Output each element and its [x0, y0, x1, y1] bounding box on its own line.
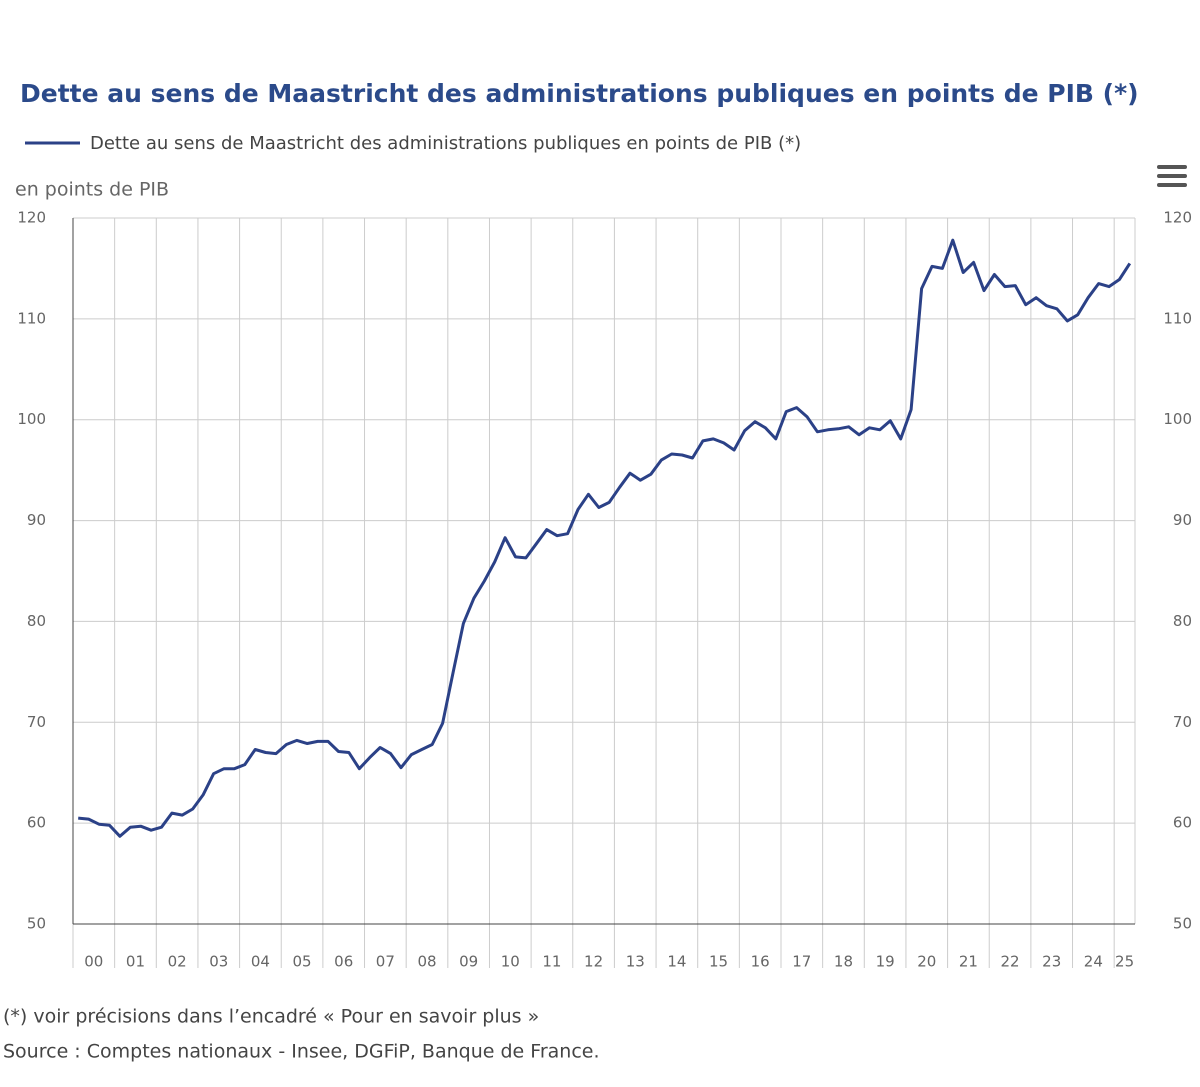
x-tick-label: 20: [917, 953, 936, 971]
x-tick-label: 06: [334, 953, 353, 971]
legend-label: Dette au sens de Maastricht des administ…: [90, 133, 801, 154]
x-tick-label: 09: [459, 953, 478, 971]
x-tick-label: 02: [168, 953, 187, 971]
source: Source : Comptes nationaux - Insee, DGFi…: [3, 1041, 600, 1063]
y-tick-label: 120: [17, 209, 46, 227]
y-tick-label: 80: [27, 612, 46, 630]
y-tick-label-right: 70: [1173, 713, 1192, 731]
x-tick-label: 19: [876, 953, 895, 971]
x-tick-label: 16: [751, 953, 770, 971]
y-tick-label-right: 100: [1163, 410, 1192, 428]
x-tick-label: 25: [1115, 953, 1134, 971]
y-tick-label: 60: [27, 814, 46, 832]
x-tick-label: 03: [209, 953, 228, 971]
footnote: (*) voir précisions dans l’encadré « Pou…: [3, 1006, 539, 1028]
x-tick-label: 18: [834, 953, 853, 971]
y-tick-label: 90: [27, 511, 46, 529]
y-tick-label-right: 50: [1173, 915, 1192, 933]
y-tick-label-right: 120: [1163, 209, 1192, 227]
x-tick-label: 08: [417, 953, 436, 971]
y-tick-label-right: 60: [1173, 814, 1192, 832]
x-tick-label: 24: [1084, 953, 1103, 971]
x-tick-label: 13: [626, 953, 645, 971]
y-tick-label: 100: [17, 410, 46, 428]
x-tick-label: 01: [126, 953, 145, 971]
y-tick-label: 50: [27, 915, 46, 933]
series-line: [78, 238, 1132, 838]
x-tick-label: 11: [542, 953, 561, 971]
x-tick-label: 15: [709, 953, 728, 971]
y-tick-label-right: 110: [1163, 309, 1192, 327]
chart-title: Dette au sens de Maastricht des administ…: [20, 79, 1139, 108]
x-tick-label: 07: [376, 953, 395, 971]
x-tick-label: 14: [667, 953, 686, 971]
x-tick-label: 23: [1042, 953, 1061, 971]
y-tick-label-right: 80: [1173, 612, 1192, 630]
x-tick-label: 21: [959, 953, 978, 971]
y-tick-label: 70: [27, 713, 46, 731]
menu-icon[interactable]: [1157, 165, 1187, 187]
x-tick-label: 04: [251, 953, 270, 971]
x-tick-label: 12: [584, 953, 603, 971]
y-tick-label: 110: [17, 309, 46, 327]
x-tick-label: 22: [1001, 953, 1020, 971]
y-axis-label: en points de PIB: [15, 179, 169, 201]
x-tick-label: 10: [501, 953, 520, 971]
y-tick-label-right: 90: [1173, 511, 1192, 529]
x-tick-label: 05: [293, 953, 312, 971]
x-tick-label: 00: [84, 953, 103, 971]
x-tick-label: 17: [792, 953, 811, 971]
